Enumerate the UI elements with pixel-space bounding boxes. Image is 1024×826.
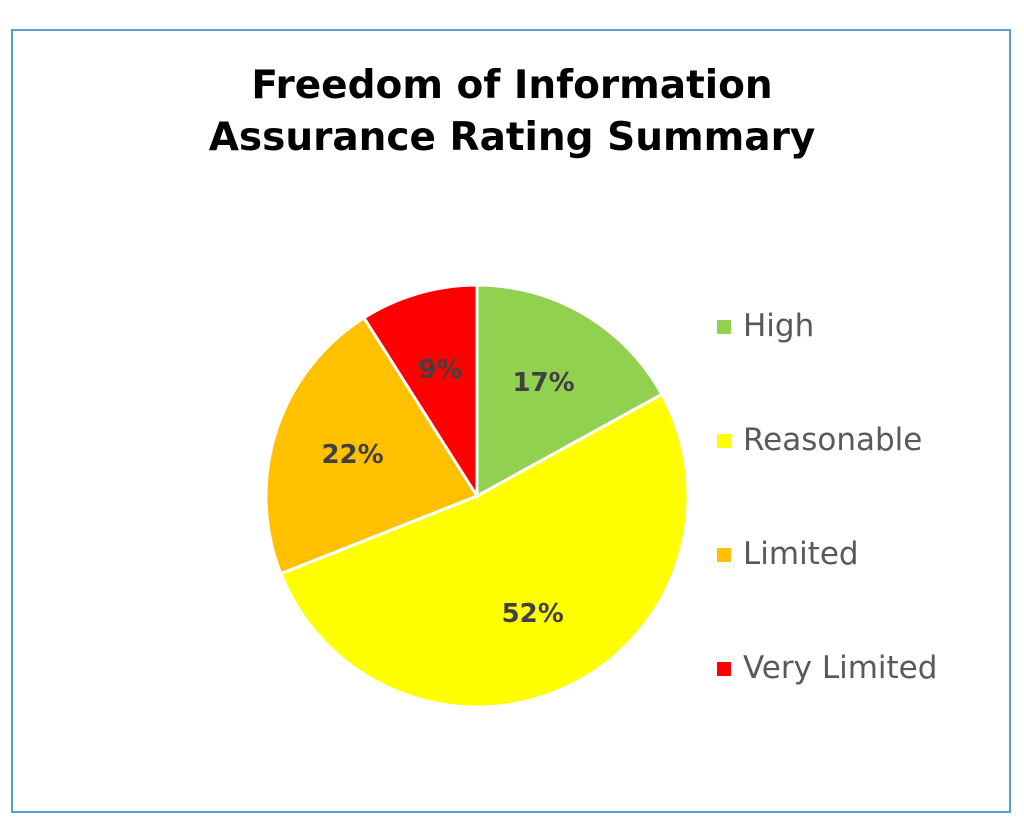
pie-slice-very-limited [361,283,479,502]
legend-swatch-very-limited [717,662,731,676]
legend-label-high: High [743,308,815,344]
legend-swatch-high [717,320,731,334]
legend-item-very-limited: Very Limited [717,642,1007,756]
legend-label-reasonable: Reasonable [743,422,923,458]
chart-title: Freedom of Information Assurance Rating … [0,60,1024,164]
chart-legend: High Reasonable Limited Very Limited [717,300,1007,756]
legend-label-very-limited: Very Limited [743,650,938,686]
legend-item-limited: Limited [717,528,1007,642]
pie-slice-high [475,283,664,499]
pie-slice-reasonable [278,392,690,709]
data-label-high: 17% [512,368,574,398]
data-label-reasonable: 52% [502,599,564,629]
data-label-limited: 22% [321,440,383,470]
legend-item-high: High [717,300,1007,414]
chart-title-line-2: Assurance Rating Summary [208,115,816,160]
data-label-very-limited: 9% [418,355,462,385]
legend-swatch-limited [717,548,731,562]
legend-swatch-reasonable [717,434,731,448]
legend-label-limited: Limited [743,536,859,572]
chart-title-line-1: Freedom of Information [251,63,773,108]
pie-slice-limited [264,315,480,576]
legend-item-reasonable: Reasonable [717,414,1007,528]
